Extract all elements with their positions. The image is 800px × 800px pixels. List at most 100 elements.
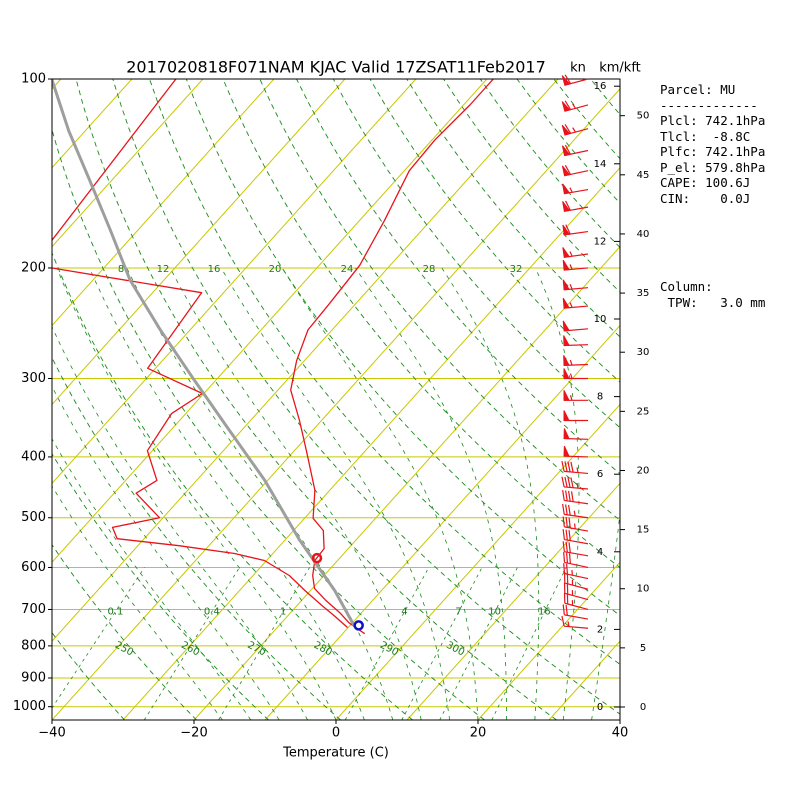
wind-unit: kn [570, 61, 586, 76]
wind-barb [563, 355, 589, 366]
barb-full [568, 504, 571, 516]
kft-tick-label: 10 [637, 584, 650, 595]
mixing-ratio-label: 0.1 [107, 606, 123, 617]
dry-adiabat [222, 79, 620, 569]
barb-staff [564, 538, 589, 545]
barb-full [565, 504, 568, 515]
barb-full [564, 100, 572, 110]
barb-full [564, 165, 571, 175]
lcl-marker [353, 620, 364, 631]
dry-adiabat [52, 718, 53, 720]
isotherm [52, 88, 620, 720]
wind-barb [563, 428, 589, 440]
km-tick-label: 12 [594, 236, 607, 247]
barb-half [572, 127, 576, 133]
info-line: CAPE: 100.6J [660, 175, 751, 190]
km-tick-label: 6 [597, 469, 603, 480]
barb-full [565, 490, 568, 501]
barb-half [572, 103, 576, 109]
barb-flag [562, 247, 571, 258]
dry-adiabat [52, 452, 269, 720]
isotherm [52, 79, 488, 563]
wind-barb [561, 74, 589, 86]
barb-flag [563, 390, 570, 401]
km-tick-label: 16 [594, 81, 607, 92]
y-tick-label: 500 [21, 510, 46, 525]
kft-tick-label: 25 [637, 406, 650, 417]
wind-barb [562, 247, 589, 258]
wind-barb [562, 503, 589, 519]
wind-barb [563, 552, 589, 569]
dry-adiabat-label: 300 [444, 640, 466, 659]
barb-full [568, 530, 571, 541]
barb-half [569, 283, 573, 290]
wind-barb [562, 200, 589, 212]
info-line: Tlcl: -8.8C [660, 128, 751, 144]
wind-barb [561, 476, 589, 490]
mixing-ratio-line [491, 567, 567, 720]
moist-adiabat [355, 267, 507, 720]
mixing-ratio-label: 16 [538, 606, 551, 617]
wind-barb [562, 224, 589, 236]
kft-tick-label: 35 [637, 288, 650, 299]
moist-adiabat [281, 267, 479, 720]
barb-full [562, 503, 565, 515]
mixing-ratio-label: 10 [488, 606, 501, 617]
y-tick-label: 900 [21, 670, 46, 685]
dry-adiabat [259, 79, 620, 521]
kft-tick-label: 20 [637, 465, 650, 476]
wind-barb [562, 516, 589, 532]
barb-staff [564, 625, 589, 629]
dry-adiabat-label: 290 [378, 640, 400, 659]
wind-barb [561, 615, 589, 629]
mixing-ratio-line [401, 567, 483, 720]
km-tick-label: 8 [597, 392, 603, 403]
isotherm [406, 482, 620, 720]
barb-full [568, 553, 571, 564]
km-tick-label: 2 [597, 624, 603, 635]
wind-barb [562, 297, 589, 309]
barb-full [564, 124, 572, 134]
wind-barb [563, 582, 589, 601]
barb-full [564, 461, 568, 472]
x-tick-label: −40 [38, 726, 65, 741]
barb-flag [563, 335, 570, 347]
plot-area [52, 79, 620, 720]
km-tick-label: 0 [597, 702, 603, 713]
barb-flag [561, 101, 571, 112]
barb-staff [564, 614, 589, 620]
wind-barb [562, 183, 589, 195]
profile-line [52, 79, 356, 627]
isotherm [477, 561, 620, 720]
info-line: TPW: 3.0 mm [660, 294, 766, 310]
mixing-ratio-label: 7 [455, 606, 461, 617]
wind-barb [562, 490, 589, 505]
y-tick-label: 200 [21, 260, 46, 275]
el-marker [311, 552, 323, 564]
info-line: ------------- [660, 97, 758, 113]
barb-full [567, 477, 571, 488]
barb-half [569, 302, 573, 308]
barb-flag [562, 224, 571, 236]
y-tick-label: 700 [21, 602, 46, 617]
mixing-ratio-line [439, 567, 518, 720]
barb-flag [562, 183, 571, 195]
barb-flag [561, 145, 571, 157]
barb-half [573, 510, 576, 517]
upper-label: 12 [157, 264, 170, 275]
barb-full [561, 461, 565, 472]
barb-flag [562, 297, 570, 309]
profile-line [52, 79, 348, 628]
isotherm [52, 79, 346, 406]
axes-frame [51, 78, 621, 721]
barb-half [569, 359, 573, 366]
barb-flag [561, 75, 571, 86]
kft-tick-label: 45 [637, 170, 650, 181]
dry-adiabat [52, 632, 125, 720]
dry-adiabat [185, 79, 620, 617]
km-tick-label: 14 [594, 159, 607, 170]
wind-barb [561, 100, 589, 112]
isotherm [52, 79, 275, 327]
dry-adiabat [149, 79, 620, 665]
